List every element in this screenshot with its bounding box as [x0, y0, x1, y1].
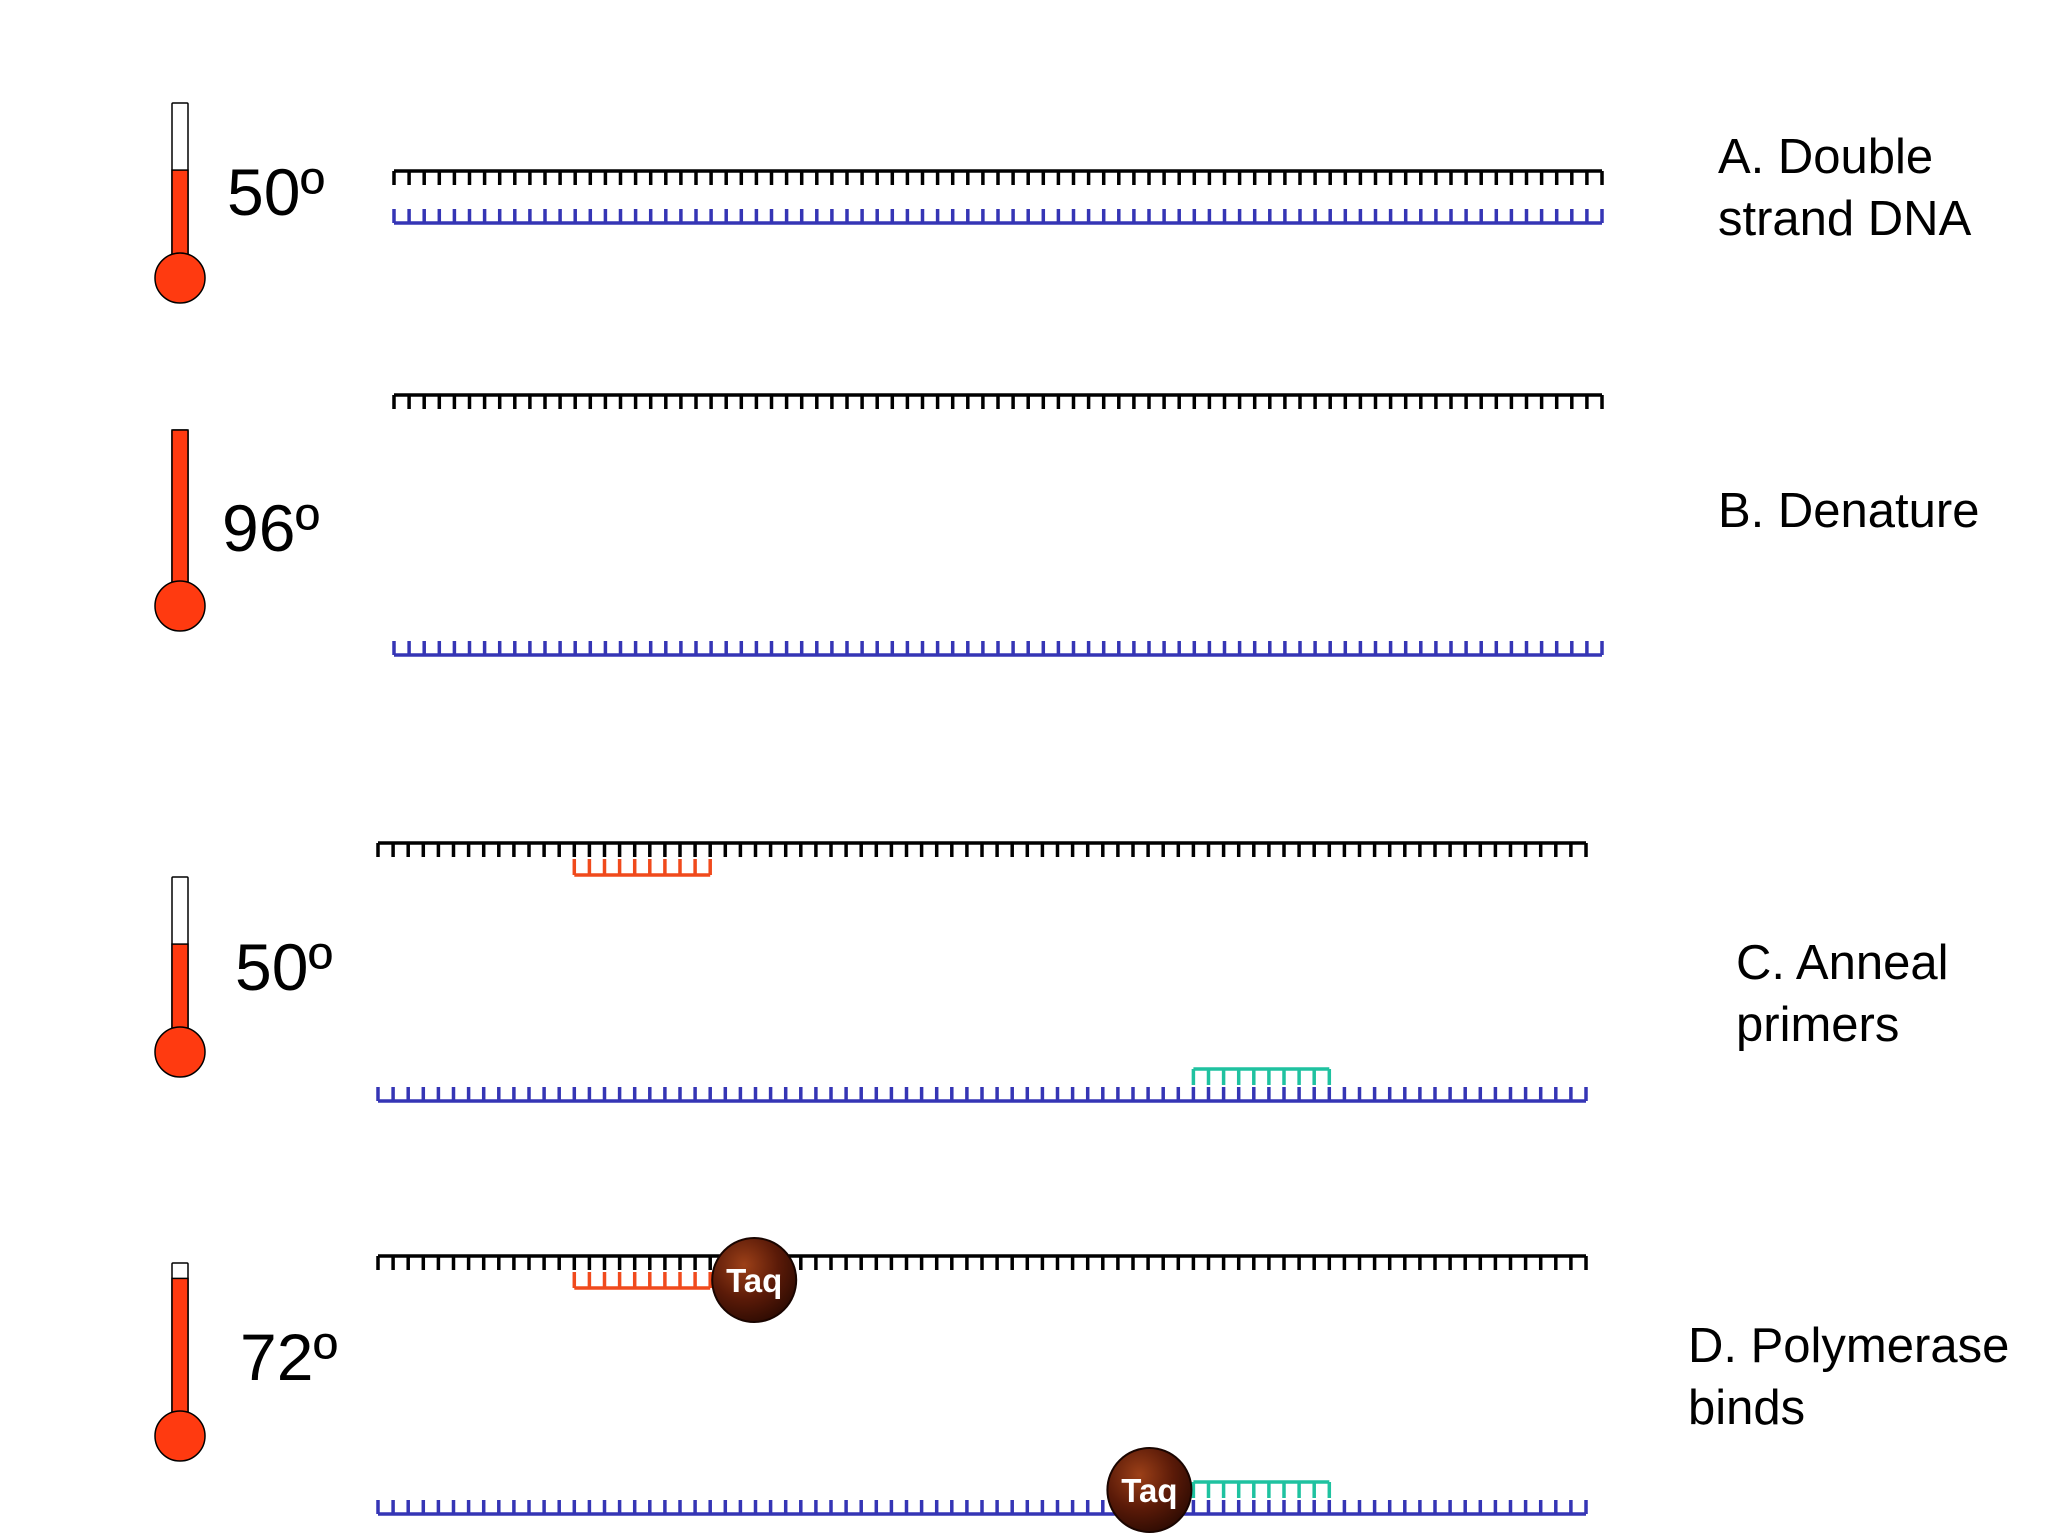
forward-primer [572, 859, 712, 877]
dna-bottom-strand [392, 209, 1604, 225]
pcr-panels: 50º A. Double strand DNA 96º B. Denature 50º C… [154, 102, 2009, 1533]
thermometer-icon [154, 876, 206, 1078]
step-label: B. Denature [1718, 484, 1980, 538]
temperature-label: 72º [240, 1320, 338, 1394]
dna-top-strand [392, 393, 1604, 409]
step-label: binds [1688, 1381, 1805, 1435]
panel-b: 96º B. Denature [154, 393, 1980, 657]
step-label: D. Polymerase [1688, 1319, 2009, 1373]
dna-bottom-strand [376, 1500, 1588, 1516]
temperature-label: 50º [235, 930, 333, 1004]
step-label: A. Double [1718, 130, 1933, 184]
taq-label: Taq [726, 1262, 782, 1299]
panel-a: 50º A. Double strand DNA [154, 102, 1972, 304]
reverse-primer [1191, 1067, 1332, 1085]
panel-d: 72º Taq Taq D. Polymerase binds [154, 1237, 2009, 1533]
temperature-label: 96º [222, 491, 320, 565]
thermometer-icon [154, 102, 206, 304]
thermometer-icon [154, 1262, 206, 1462]
dna-top-strand [376, 841, 1588, 857]
step-label: primers [1736, 998, 1899, 1052]
step-label: strand DNA [1718, 192, 1972, 246]
dna-bottom-strand [392, 641, 1604, 657]
dna-top-strand [392, 169, 1604, 185]
thermometer-icon [154, 429, 206, 632]
taq-polymerase: Taq [711, 1237, 798, 1323]
temperature-label: 50º [227, 155, 325, 229]
reverse-primer [1191, 1480, 1332, 1498]
step-label: C. Anneal [1736, 936, 1949, 990]
panel-c: 50º C. Anneal primers [154, 841, 1949, 1103]
dna-top-strand [376, 1254, 1588, 1270]
taq-polymerase: Taq [1106, 1447, 1193, 1533]
forward-primer [572, 1272, 712, 1290]
taq-label: Taq [1121, 1472, 1177, 1509]
dna-bottom-strand [376, 1087, 1588, 1103]
